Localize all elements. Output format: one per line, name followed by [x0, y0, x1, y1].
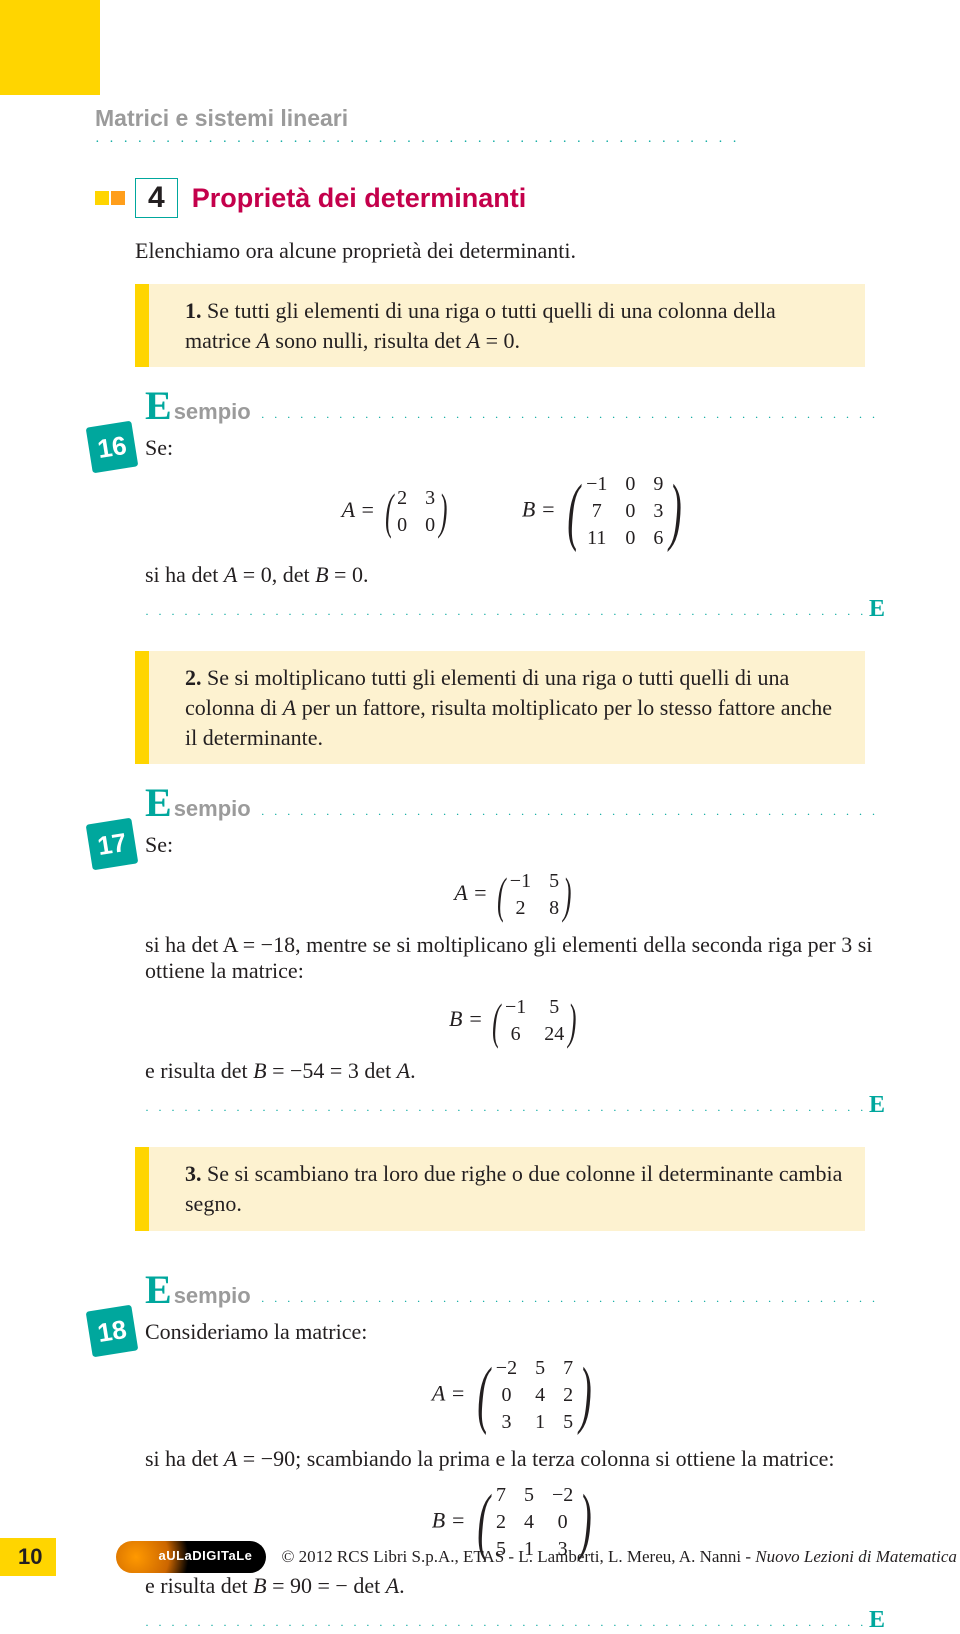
prop2-num: 2. [185, 665, 202, 690]
section-squares [95, 191, 125, 205]
example-17: E sempio · · · · · · · · · · · · · · · ·… [95, 789, 885, 1119]
e17-intro: Se: [145, 832, 885, 858]
book-title: Nuovo Lezioni di Matematica [755, 1547, 957, 1566]
esempio-e-icon: E [145, 789, 172, 817]
example-end-dots: · · · · · · · · · · · · · · · · · · · · … [145, 596, 885, 623]
copyright-prefix: © 2012 RCS Libri S.p.A., ETAS - L. Lambe… [281, 1547, 755, 1566]
example-18: E sempio · · · · · · · · · · · · · · · ·… [95, 1276, 885, 1634]
example-16: E sempio · · · · · · · · · · · · · · · ·… [95, 392, 885, 623]
e17-matA-row: A = ( −15 28 ) [145, 870, 885, 920]
page-number: 10 [0, 1538, 56, 1576]
property-3: 3. Se si scambiano tra loro due righe o … [135, 1147, 865, 1230]
prop1-text: Se tutti gli elementi di una riga o tutt… [185, 298, 776, 353]
square-yellow [95, 191, 109, 205]
esempio-dots: · · · · · · · · · · · · · · · · · · · · … [261, 410, 885, 419]
esempio-dots: · · · · · · · · · · · · · · · · · · · · … [261, 807, 885, 816]
e18-mid: si ha det A = −90; scambiando la prima e… [145, 1446, 885, 1472]
end-e-icon: E [869, 1092, 885, 1119]
e16-matA: A = ( 23 00 ) [342, 487, 452, 537]
e16-footer: si ha det A = 0, det B = 0. [145, 562, 885, 588]
end-e-icon: E [869, 1607, 885, 1634]
e16-matB: B = ( −109 703 1106 ) [522, 473, 689, 550]
example-header: E sempio · · · · · · · · · · · · · · · ·… [145, 789, 885, 822]
logo-text: aULaDIGITaLe [158, 1548, 252, 1563]
corner-yellow-block [0, 0, 100, 95]
divider-dots: · · · · · · · · · · · · · · · · · · · · … [95, 135, 885, 143]
property-2: 2. Se si moltiplicano tutti gli elementi… [135, 651, 865, 764]
e17-matA: A = ( −15 28 ) [454, 870, 575, 920]
property-bar [135, 284, 149, 367]
prop3-num: 3. [185, 1161, 202, 1186]
e17-footer: e risulta det B = −54 = 3 det A. [145, 1058, 885, 1084]
page-footer: 10 aULaDIGITaLe © 2012 RCS Libri S.p.A.,… [0, 1538, 960, 1576]
chapter-title: Matrici e sistemi lineari [95, 105, 885, 132]
prop3-text: Se si scambiano tra loro due righe o due… [185, 1161, 842, 1216]
e17-matB-row: B = ( −15 624 ) [145, 996, 885, 1046]
example-header: E sempio · · · · · · · · · · · · · · · ·… [145, 1276, 885, 1309]
esempio-e-icon: E [145, 392, 172, 420]
example-badge-16: 16 [86, 421, 139, 474]
example-badge-17: 17 [86, 818, 139, 871]
e18-matA: A = ( −257 042 315 ) [432, 1357, 598, 1434]
e18-intro: Consideriamo la matrice: [145, 1319, 885, 1345]
esempio-dots: · · · · · · · · · · · · · · · · · · · · … [261, 1294, 885, 1303]
esempio-label: sempio [174, 1283, 251, 1309]
prop1-num: 1. [185, 298, 202, 323]
property-1: 1. Se tutti gli elementi di una riga o t… [135, 284, 865, 367]
end-e-icon: E [869, 596, 885, 623]
esempio-label: sempio [174, 399, 251, 425]
copyright: © 2012 RCS Libri S.p.A., ETAS - L. Lambe… [281, 1547, 956, 1567]
section-number: 4 [135, 178, 178, 218]
example-header: E sempio · · · · · · · · · · · · · · · ·… [145, 392, 885, 425]
section-header: 4 Proprietà dei determinanti [95, 178, 885, 218]
e18-footer: e risulta det B = 90 = − det A. [145, 1573, 885, 1599]
property-bar [135, 1147, 149, 1230]
esempio-label: sempio [174, 796, 251, 822]
example-end-dots: · · · · · · · · · · · · · · · · · · · · … [145, 1607, 885, 1634]
e18-matA-row: A = ( −257 042 315 ) [145, 1357, 885, 1434]
example-end-dots: · · · · · · · · · · · · · · · · · · · · … [145, 1092, 885, 1119]
intro-text: Elenchiamo ora alcune proprietà dei dete… [135, 238, 885, 264]
section-title: Proprietà dei determinanti [192, 183, 527, 214]
property-bar [135, 651, 149, 764]
example-body: Se: A = ( −15 28 ) si ha det A = −18, me… [145, 832, 885, 1084]
e17-mid: si ha det A = −18, mentre se si moltipli… [145, 932, 885, 984]
esempio-e-icon: E [145, 1276, 172, 1304]
e17-matB: B = ( −15 624 ) [449, 996, 581, 1046]
e16-intro: Se: [145, 435, 885, 461]
page-content: Matrici e sistemi lineari · · · · · · · … [0, 0, 960, 1634]
e16-matrices: A = ( 23 00 ) B = ( −1 [145, 473, 885, 550]
square-orange [111, 191, 125, 205]
auladigitale-logo: aULaDIGITaLe [116, 1541, 266, 1573]
example-badge-18: 18 [86, 1304, 139, 1357]
prop2-text: Se si moltiplicano tutti gli elementi di… [185, 665, 832, 749]
example-body: Se: A = ( 23 00 ) B = ( [145, 435, 885, 588]
